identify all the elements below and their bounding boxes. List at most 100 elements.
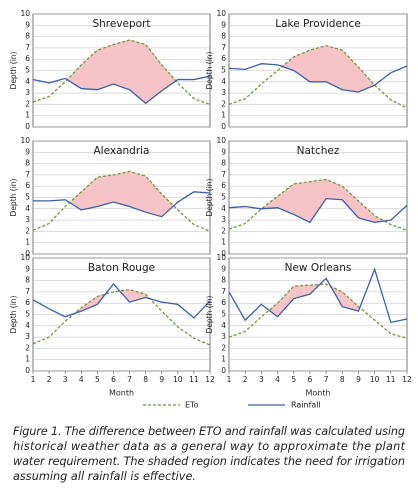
series-line xyxy=(228,283,408,339)
y-tick-label: 6 xyxy=(25,181,30,190)
x-tick-label: 4 xyxy=(275,375,280,384)
y-tick-label: 9 xyxy=(221,264,226,273)
y-tick-label: 10 xyxy=(216,253,226,262)
deficit-area xyxy=(129,39,146,104)
y-tick-label: 3 xyxy=(221,332,226,341)
caption-line: assuming all rainfall is effective. xyxy=(13,470,196,483)
y-axis-title: Depth (in) xyxy=(9,178,18,216)
panel-title: New Orleans xyxy=(285,262,352,274)
y-tick-label: 2 xyxy=(25,99,30,108)
y-tick-label: 2 xyxy=(25,343,30,352)
x-tick-label: 8 xyxy=(340,375,345,384)
y-tick-label: 6 xyxy=(221,298,226,307)
x-tick-label: 9 xyxy=(159,375,164,384)
y-tick-label: 7 xyxy=(221,170,226,179)
y-tick-label: 10 xyxy=(20,136,30,145)
y-tick-label: 5 xyxy=(25,310,30,319)
y-tick-label: 4 xyxy=(25,77,30,86)
y-tick-label: 6 xyxy=(25,54,30,63)
y-tick-label: 0 xyxy=(221,122,226,131)
caption-line: water requirement. The shaded region ind… xyxy=(13,455,405,468)
y-tick-label: 8 xyxy=(221,276,226,285)
series-line xyxy=(228,197,408,224)
panel-title: Lake Providence xyxy=(275,18,361,30)
deficit-area xyxy=(145,43,162,104)
deficit-area xyxy=(97,174,114,207)
y-tick-label: 8 xyxy=(221,159,226,168)
x-axis-title: Month xyxy=(109,389,134,398)
y-axis-title: Depth (in) xyxy=(205,295,214,333)
x-tick-label: 7 xyxy=(324,375,329,384)
y-tick-label: 4 xyxy=(221,204,226,213)
series-line xyxy=(228,178,408,231)
y-tick-label: 4 xyxy=(25,321,30,330)
y-tick-label: 3 xyxy=(25,88,30,97)
series-line xyxy=(32,170,211,232)
y-tick-label: 8 xyxy=(25,276,30,285)
x-tick-label: 1 xyxy=(227,375,232,384)
y-tick-label: 6 xyxy=(221,181,226,190)
deficit-area xyxy=(277,183,294,215)
x-tick-label: 3 xyxy=(63,375,68,384)
legend-label: Rainfall xyxy=(291,401,321,410)
series-line xyxy=(33,191,211,218)
y-axis-title: Depth (in) xyxy=(205,51,214,89)
series-line xyxy=(228,63,408,93)
y-tick-label: 0 xyxy=(221,249,226,258)
series-line xyxy=(228,267,408,324)
caption-line: Figure 1. The difference between ETO and… xyxy=(13,425,405,438)
y-tick-label: 6 xyxy=(221,54,226,63)
y-tick-label: 7 xyxy=(221,287,226,296)
x-tick-label: 2 xyxy=(47,375,52,384)
deficit-area xyxy=(161,64,177,92)
y-tick-label: 0 xyxy=(25,122,30,131)
y-tick-label: 1 xyxy=(25,355,30,364)
y-tick-label: 8 xyxy=(25,32,30,41)
y-tick-label: 6 xyxy=(25,298,30,307)
x-tick-label: 3 xyxy=(259,375,264,384)
x-tick-label: 12 xyxy=(205,375,215,384)
series-line xyxy=(228,44,408,109)
x-tick-label: 5 xyxy=(95,375,100,384)
y-tick-label: 0 xyxy=(25,366,30,375)
deficit-area xyxy=(309,45,327,83)
y-tick-label: 10 xyxy=(20,253,30,262)
x-tick-label: 7 xyxy=(127,375,132,384)
y-tick-label: 8 xyxy=(25,159,30,168)
caption-line: historical weather data as a general way… xyxy=(13,440,406,453)
y-tick-label: 2 xyxy=(221,226,226,235)
deficit-area xyxy=(69,191,82,211)
x-tick-label: 5 xyxy=(291,375,296,384)
x-tick-label: 10 xyxy=(370,375,380,384)
x-tick-label: 6 xyxy=(308,375,313,384)
y-tick-label: 1 xyxy=(221,111,226,120)
deficit-area xyxy=(342,49,359,93)
y-tick-label: 10 xyxy=(216,9,226,18)
y-tick-label: 1 xyxy=(221,355,226,364)
deficit-area xyxy=(309,179,327,224)
y-tick-label: 5 xyxy=(221,66,226,75)
y-tick-label: 9 xyxy=(25,264,30,273)
x-tick-label: 9 xyxy=(356,375,361,384)
y-tick-label: 1 xyxy=(221,238,226,247)
y-tick-label: 10 xyxy=(216,136,226,145)
deficit-area xyxy=(97,44,114,90)
y-tick-label: 1 xyxy=(25,238,30,247)
y-tick-label: 9 xyxy=(25,20,30,29)
y-axis-title: Depth (in) xyxy=(9,51,18,89)
y-tick-label: 9 xyxy=(221,147,226,156)
y-tick-label: 3 xyxy=(25,215,30,224)
y-tick-label: 5 xyxy=(221,193,226,202)
x-tick-label: 2 xyxy=(243,375,248,384)
panel-title: Shreveport xyxy=(92,18,150,30)
x-tick-label: 12 xyxy=(402,375,412,384)
x-tick-label: 4 xyxy=(79,375,84,384)
deficit-area xyxy=(145,175,162,217)
x-tick-label: 11 xyxy=(386,375,396,384)
series-line xyxy=(32,39,211,106)
deficit-area xyxy=(113,39,130,90)
y-tick-label: 7 xyxy=(25,287,30,296)
y-tick-label: 7 xyxy=(221,43,226,52)
y-tick-label: 2 xyxy=(25,226,30,235)
y-tick-label: 4 xyxy=(25,204,30,213)
